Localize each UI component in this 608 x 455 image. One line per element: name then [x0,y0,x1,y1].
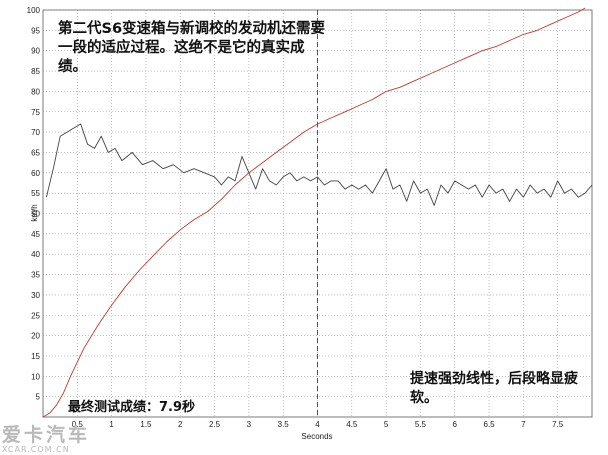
y-tick-label: 30 [31,291,40,300]
y-tick-label: 10 [31,372,40,381]
watermark-brand: 爱卡汽车 [2,424,91,446]
y-tick-label: 60 [31,169,40,178]
x-tick-label: 2.5 [209,420,221,429]
y-tick-label: 15 [31,352,40,361]
y-tick-label: 90 [31,47,40,56]
x-tick-label: 7 [521,420,526,429]
y-tick-label: 40 [31,250,40,259]
x-tick-label: 0.5 [72,420,84,429]
series-group [42,7,593,418]
x-tick-label: 5.5 [415,420,427,429]
y-tick-label: 50 [31,210,40,219]
y-tick-label: 70 [31,128,40,137]
y-tick-label: 95 [31,26,40,35]
y-tick-label: 75 [31,108,40,117]
y-tick-label: 5 [36,393,41,402]
x-tick-label: 7.5 [552,420,564,429]
y-tick-label: 55 [31,189,40,198]
x-tick-labels: 0.5 1 1.5 2 2.5 3 3.5 4 4.5 5 5.5 6 6.5 7 7.5 [72,420,564,429]
y-tick-label: 80 [31,87,40,96]
annotation-comment: 提速强劲线性，后段略显疲软。 [410,371,578,406]
y-axis-label: km/h [30,204,39,221]
speed-series-line [42,7,586,418]
grid [43,9,592,417]
y-tick-label: 25 [31,311,40,320]
y-tick-label: 85 [31,67,40,76]
x-tick-label: 3 [247,420,252,429]
x-axis-label: Seconds [301,432,332,441]
watermark-logo: 爱卡汽车 XCAR.COM.CN [2,425,90,454]
x-tick-label: 4.5 [346,420,358,429]
x-tick-label: 6.5 [484,420,496,429]
secondary-series-line [45,123,593,206]
y-tick-label: 35 [31,271,40,280]
y-tick-label: 20 [31,332,40,341]
x-tick-label: 6 [453,420,458,429]
x-tick-label: 3.5 [278,420,290,429]
x-tick-label: 2 [178,420,183,429]
x-tick-label: 4 [315,420,320,429]
y-tick-label: 45 [31,230,40,239]
y-tick-label: 100 [27,6,41,15]
x-tick-label: 5 [384,420,389,429]
x-tick-label: 1.5 [140,420,152,429]
y-tick-label: 65 [31,148,40,157]
annotation-top: 第二代S6变速箱与新调校的发动机还需要一段的适应过程。这绝不是它的真实成绩。 [58,21,326,75]
y-tick-labels: 5 10 15 20 25 30 35 40 45 50 55 60 65 70 75 80 85 90 95 100 [27,6,41,402]
x-tick-label: 1 [109,420,114,429]
watermark-site: XCAR.COM.CN [2,445,70,454]
annotation-final-result: 最终测试成绩：7.9秒 [68,400,196,415]
